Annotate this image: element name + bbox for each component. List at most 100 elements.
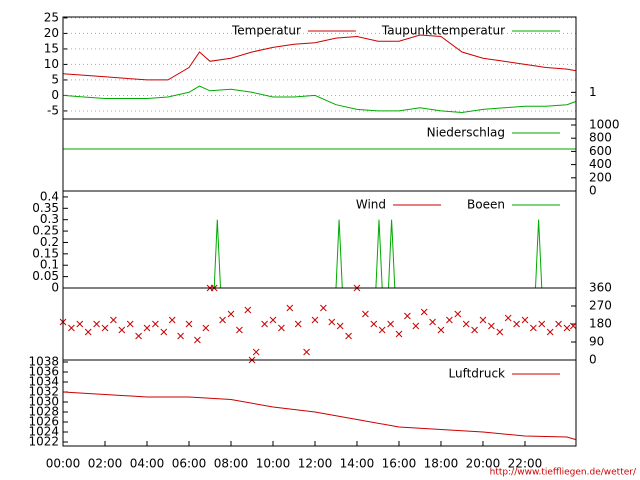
scatter-point <box>294 320 302 328</box>
scatter-point <box>471 326 478 334</box>
scatter-point <box>530 324 537 332</box>
scatter-point <box>437 326 445 334</box>
x-tick-label: 22:00 <box>508 457 543 471</box>
y-tick-label: 1024 <box>28 425 59 439</box>
scatter-point <box>454 310 462 318</box>
y2-tick-label: 0 <box>589 184 597 198</box>
scatter-point <box>395 330 403 338</box>
y-tick-label: 0.4 <box>40 189 59 203</box>
scatter-point <box>429 318 436 326</box>
y2-tick-label: 800 <box>589 131 612 145</box>
scatter-point <box>412 322 420 330</box>
scatter-point <box>387 320 394 328</box>
legend-label: Taupunkttemperatur <box>381 24 505 38</box>
scatter-point <box>311 316 319 324</box>
scatter-point <box>202 324 210 332</box>
legend-label: Boeen <box>467 198 505 212</box>
scatter-point <box>278 324 285 332</box>
scatter-point <box>563 324 571 332</box>
y-tick-label: 1036 <box>28 365 59 379</box>
scatter-point <box>446 316 453 324</box>
y2-tick-label: 270 <box>589 299 612 313</box>
x-tick-label: 10:00 <box>256 457 291 471</box>
y2-tick-label: 360 <box>589 281 612 295</box>
y2-tick-label: 0 <box>589 353 597 367</box>
footer-url: http://www.tieffliegen.de/wetter/ <box>490 468 637 478</box>
scatter-point <box>320 304 327 312</box>
y-tick-label: 10 <box>44 57 59 71</box>
y2-tick-label: 600 <box>589 144 612 158</box>
y-tick-label: 1038 <box>28 355 59 369</box>
legend-label: Niederschlag <box>427 126 505 140</box>
scatter-point <box>521 316 529 324</box>
scatter-point <box>496 328 504 336</box>
y2-tick-label: 90 <box>589 335 604 349</box>
scatter-point <box>546 328 554 336</box>
scatter-point <box>328 318 336 326</box>
scatter-point <box>362 310 369 318</box>
scatter-point <box>135 332 142 340</box>
scatter-point <box>185 320 193 328</box>
scatter-point <box>479 316 487 324</box>
scatter-point <box>404 312 411 320</box>
scatter-point <box>219 316 226 324</box>
scatter-point <box>261 320 268 328</box>
y2-tick-label: 1000 <box>589 118 620 132</box>
scatter-point <box>303 348 310 356</box>
scatter-point <box>177 332 184 340</box>
scatter-point <box>569 322 577 330</box>
x-tick-label: 04:00 <box>130 457 165 471</box>
scatter-point <box>118 326 126 334</box>
y-tick-label: 1026 <box>28 415 59 429</box>
y-tick-label: 1034 <box>28 375 59 389</box>
scatter-point <box>488 322 495 330</box>
scatter-point <box>345 332 352 340</box>
y-tick-label: 0.05 <box>32 269 59 283</box>
panel-frame <box>62 359 577 447</box>
scatter-point <box>244 306 252 314</box>
scatter-point <box>370 320 378 328</box>
y-tick-label: 0.3 <box>40 212 59 226</box>
y-tick-label: 1028 <box>28 405 59 419</box>
scatter-point <box>538 320 546 328</box>
legend-label: Luftdruck <box>448 367 505 381</box>
x-tick-label: 16:00 <box>382 457 417 471</box>
y-tick-label: -5 <box>47 103 59 117</box>
y-tick-label: 1030 <box>28 395 59 409</box>
y-tick-label: 0.2 <box>40 235 59 249</box>
scatter-point <box>420 308 428 316</box>
y-tick-label: 0 <box>51 281 59 295</box>
y-tick-label: 25 <box>44 10 59 24</box>
y-tick-label: 1022 <box>28 435 59 449</box>
scatter-point <box>84 328 92 336</box>
scatter-point <box>68 324 75 332</box>
y2-tick-label: 180 <box>589 317 612 331</box>
scatter-point <box>152 320 159 328</box>
scatter-point <box>236 326 243 334</box>
y2-tick-label: 200 <box>589 170 612 184</box>
y-tick-label: 5 <box>51 72 59 86</box>
scatter-point <box>504 314 512 322</box>
scatter-point <box>126 320 134 328</box>
x-tick-label: 12:00 <box>298 457 333 471</box>
y-tick-label: 20 <box>44 26 59 40</box>
scatter-point <box>160 328 168 336</box>
y2-tick-label: 400 <box>589 157 612 171</box>
y-tick-label: 0.1 <box>40 258 59 272</box>
x-tick-label: 20:00 <box>466 457 501 471</box>
scatter-point <box>227 310 235 318</box>
scatter-point <box>555 320 562 328</box>
scatter-point <box>462 320 470 328</box>
scatter-point <box>143 324 151 332</box>
legend-label: Temperatur <box>231 24 301 38</box>
x-tick-label: 08:00 <box>214 457 249 471</box>
y-tick-label: 1032 <box>28 385 59 399</box>
panel-frame <box>62 287 577 361</box>
x-tick-label: 18:00 <box>424 457 459 471</box>
legend-label: Wind <box>356 198 386 212</box>
scatter-point <box>101 324 109 332</box>
y-tick-label: 0.15 <box>32 246 59 260</box>
scatter-point <box>336 322 344 330</box>
scatter-point <box>513 320 520 328</box>
scatter-point <box>168 316 176 324</box>
